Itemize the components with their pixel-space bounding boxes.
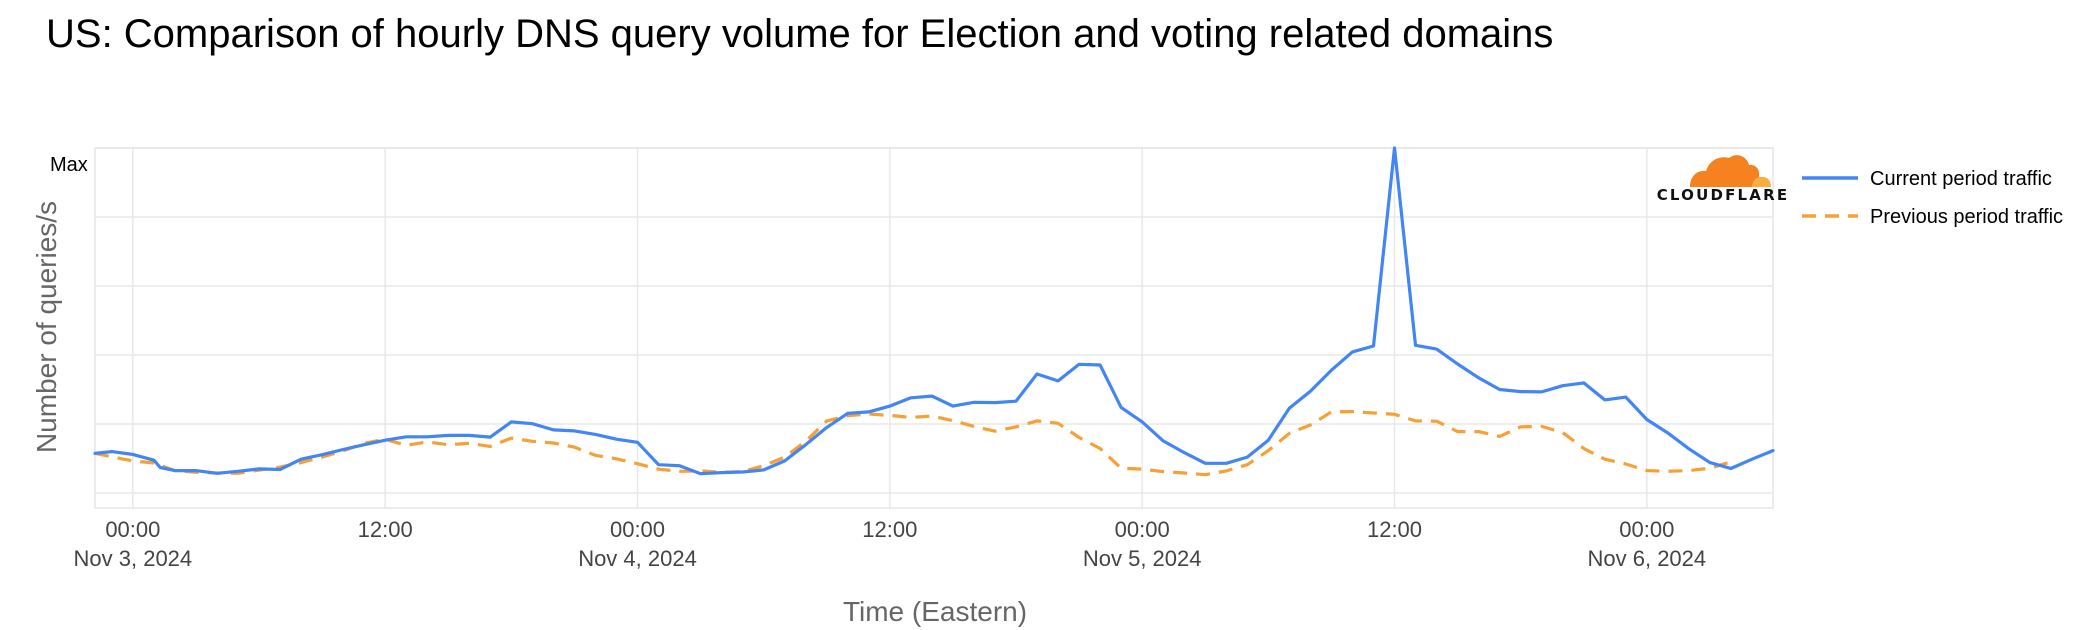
x-tick-label: 00:00 bbox=[1619, 517, 1674, 542]
x-tick-label: 00:00 bbox=[105, 517, 160, 542]
x-tick-date-label: Nov 4, 2024 bbox=[578, 546, 697, 571]
legend-label: Current period traffic bbox=[1870, 168, 2052, 190]
chart-grid bbox=[95, 147, 1773, 508]
x-axis-ticks: 00:00 Nov 3, 2024 12:00 00:00 Nov 4, 2024 12:… bbox=[74, 517, 1707, 571]
x-tick-date-label: Nov 3, 2024 bbox=[74, 546, 193, 571]
x-tick-label: 12:00 bbox=[862, 517, 917, 542]
y-axis-title: Number of queries/s bbox=[31, 201, 62, 453]
series-layer bbox=[93, 146, 1775, 477]
x-tick-label: 00:00 bbox=[1115, 517, 1170, 542]
legend: Current period traffic Previous period tr… bbox=[1802, 168, 2063, 228]
cloudflare-logo-text: CLOUDFLARE bbox=[1657, 186, 1790, 204]
chart-title: US: Comparison of hourly DNS query volum… bbox=[46, 12, 1554, 56]
plot-area bbox=[94, 147, 1774, 509]
series-line bbox=[94, 410, 1732, 477]
x-tick-label: 12:00 bbox=[1367, 517, 1422, 542]
cloudflare-cloud-icon bbox=[1690, 155, 1771, 187]
plot-border bbox=[94, 147, 1774, 509]
x-tick-date-label: Nov 6, 2024 bbox=[1588, 546, 1707, 571]
x-tick-label: 00:00 bbox=[610, 517, 665, 542]
cloudflare-logo: CLOUDFLARE bbox=[1657, 155, 1790, 204]
x-axis-title: Time (Eastern) bbox=[843, 596, 1027, 627]
series-line bbox=[93, 146, 1775, 476]
legend-label: Previous period traffic bbox=[1870, 206, 2063, 228]
x-tick-label: 12:00 bbox=[358, 517, 413, 542]
x-tick-date-label: Nov 5, 2024 bbox=[1083, 546, 1202, 571]
y-axis-max-label: Max bbox=[50, 154, 88, 176]
